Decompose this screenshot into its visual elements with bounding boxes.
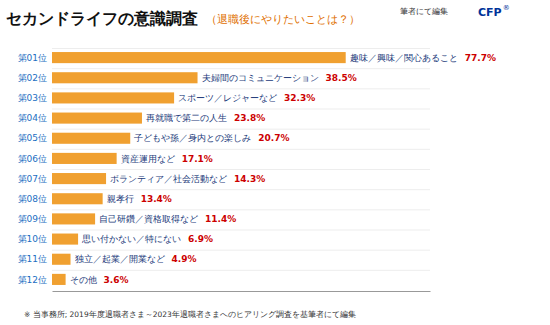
separators xyxy=(52,49,430,271)
footnote: ※ 当事務所; 2019年度退職者さま～2023年退職者さまへのヒアリング調査を… xyxy=(24,310,356,319)
category-label: 思い付かない／特にない xyxy=(81,234,181,244)
bar xyxy=(52,274,66,285)
separator xyxy=(52,68,430,69)
cfp-mark: CFP xyxy=(478,6,502,19)
subtitle: （退職後にやりたいことは？） xyxy=(206,13,360,26)
separator xyxy=(52,149,430,150)
data-label: 17.1% xyxy=(182,154,213,164)
category-label: 子どもや孫／身内との楽しみ xyxy=(134,133,251,143)
separator xyxy=(52,48,430,49)
category-label: スポーツ／レジャーなど xyxy=(178,93,277,103)
rank-label: 第01位 xyxy=(18,53,47,63)
bar xyxy=(52,52,346,63)
bars xyxy=(52,52,346,285)
separator xyxy=(52,189,430,190)
rank-label: 第02位 xyxy=(18,73,47,83)
x-axis xyxy=(53,291,431,292)
separator xyxy=(52,109,430,110)
category-label: 夫婦間のコミュニケーション xyxy=(202,73,319,83)
registered-mark: ® xyxy=(503,4,510,12)
data-label: 3.6% xyxy=(104,275,129,285)
separator xyxy=(52,88,430,89)
data-label: 6.9% xyxy=(188,234,213,244)
category-label: 資産運用など xyxy=(121,154,175,164)
data-label: 32.3% xyxy=(284,93,315,103)
rank-label: 第08位 xyxy=(18,194,47,204)
separator xyxy=(52,129,430,130)
category-label: 趣味／興味／関心あること xyxy=(350,53,458,63)
rank-label: 第03位 xyxy=(18,93,47,103)
data-label: 23.8% xyxy=(234,113,265,123)
axis-line xyxy=(53,291,431,292)
rank-label: 第06位 xyxy=(18,154,47,164)
rank-label: 第11位 xyxy=(18,254,47,264)
data-label: 13.4% xyxy=(141,194,172,204)
separator xyxy=(52,209,430,210)
separator xyxy=(52,169,430,170)
category-label: 自己研鑽／資格取得など xyxy=(99,214,198,224)
category-label: 再就職で第二の人生 xyxy=(146,113,227,123)
bar xyxy=(52,72,198,83)
plot: 第01位第02位第03位第04位第05位第06位第07位第08位第09位第10位… xyxy=(18,49,496,292)
bar xyxy=(52,193,103,204)
bar xyxy=(52,234,78,245)
bar xyxy=(52,173,106,184)
data-label: 77.7% xyxy=(465,53,496,63)
bar xyxy=(52,213,95,224)
data-label: 14.3% xyxy=(234,174,265,184)
rank-labels: 第01位第02位第03位第04位第05位第06位第07位第08位第09位第10位… xyxy=(18,53,47,285)
separator xyxy=(52,250,430,251)
data-label: 4.9% xyxy=(172,254,197,264)
category-label: ボランティア／社会活動など xyxy=(110,174,227,184)
data-label: 20.7% xyxy=(258,133,289,143)
rank-label: 第07位 xyxy=(18,174,47,184)
rank-label: 第10位 xyxy=(18,234,47,244)
bar xyxy=(52,254,71,265)
category-label: 独立／起業／開業など xyxy=(75,254,165,264)
rank-label: 第04位 xyxy=(18,113,47,123)
author-note: 筆者にて編集 xyxy=(400,7,448,16)
separator xyxy=(52,270,430,271)
category-label: その他 xyxy=(70,275,97,285)
bar xyxy=(52,133,130,144)
bar xyxy=(52,113,142,124)
data-label: 38.5% xyxy=(326,73,357,83)
rank-label: 第09位 xyxy=(18,214,47,224)
bar xyxy=(52,92,174,103)
bar xyxy=(52,153,117,164)
bar-labels: 趣味／興味／関心あること 77.7% 夫婦間のコミュニケーション 38.5% スポーツ／… xyxy=(70,53,496,285)
chart: セカンドライフの意識調査 （退職後にやりたいことは？） 筆者にて編集 CFP® ※ 当事… xyxy=(0,0,550,325)
rank-label: 第12位 xyxy=(18,275,47,285)
title: セカンドライフの意識調査 xyxy=(6,9,198,28)
category-label: 親孝行 xyxy=(107,194,134,204)
rank-label: 第05位 xyxy=(18,133,47,143)
data-label: 11.4% xyxy=(205,214,236,224)
separator xyxy=(52,229,430,230)
